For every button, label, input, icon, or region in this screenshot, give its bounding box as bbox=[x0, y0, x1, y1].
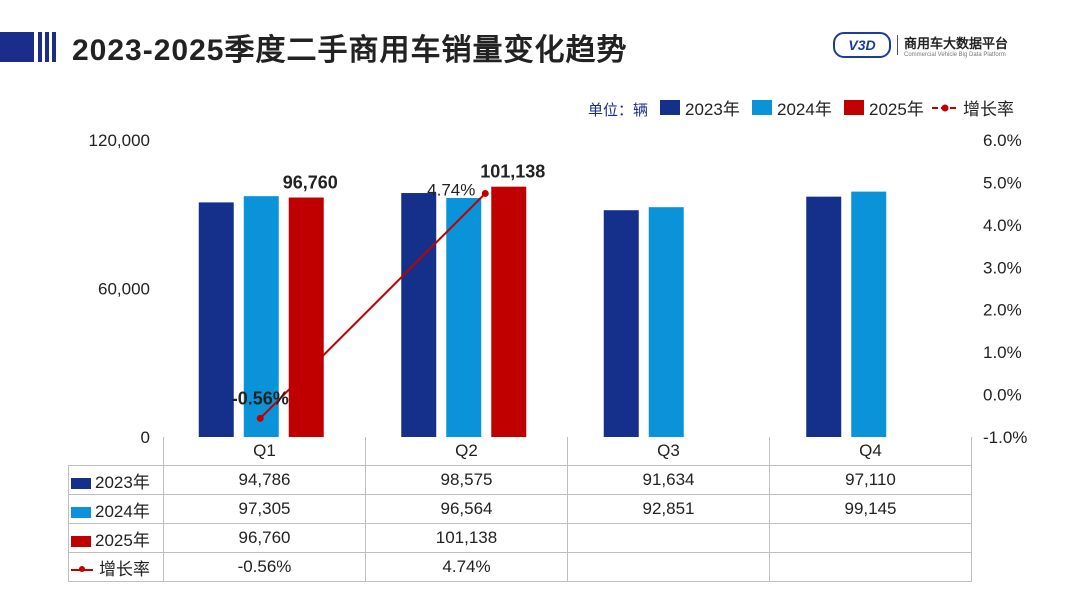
right-axis-tick-label: 5.0% bbox=[983, 173, 1022, 192]
growth-point-q1 bbox=[256, 414, 264, 422]
logo-text: 商用车大数据平台 Commercial Vehicle Big Data Pla… bbox=[904, 33, 1008, 58]
logo-name-cn: 商用车大数据平台 bbox=[903, 35, 1008, 51]
title-accent-block bbox=[0, 32, 34, 62]
right-axis-tick-label: 2.0% bbox=[983, 301, 1022, 320]
table-cell: 97,305 bbox=[163, 494, 366, 524]
row-label-text: 2024年 bbox=[95, 501, 150, 521]
table-cell: 96,760 bbox=[163, 523, 366, 553]
page-title: 2023-2025季度二手商用车销量变化趋势 bbox=[72, 34, 628, 67]
left-axis-tick-label: 120,000 bbox=[89, 131, 150, 150]
table-cell: 94,786 bbox=[163, 465, 366, 495]
table-header-cell: Q1 bbox=[163, 437, 366, 466]
table-cell: 99,145 bbox=[769, 494, 972, 524]
bar-2024-q2 bbox=[446, 198, 482, 437]
table-row: 2024年 97,305 96,564 92,851 99,145 bbox=[68, 494, 972, 524]
legend-swatch-2023 bbox=[660, 100, 680, 115]
bar-2023-q3 bbox=[603, 210, 639, 437]
growth-point-q2 bbox=[481, 189, 489, 197]
bar-value-label: 96,760 bbox=[283, 173, 338, 193]
table-cell: 97,110 bbox=[769, 465, 972, 495]
table-row-label: 增长率 bbox=[68, 552, 164, 582]
logo-mark: V3D bbox=[832, 32, 891, 58]
table-cell bbox=[567, 523, 770, 553]
growth-rate-line bbox=[259, 192, 486, 420]
table-cell bbox=[769, 552, 972, 582]
table-row: 2025年 96,760 101,138 bbox=[68, 523, 972, 553]
table-row-label: 2023年 bbox=[68, 465, 164, 495]
right-axis-tick-label: 3.0% bbox=[983, 258, 1022, 277]
table-row-label: 2025年 bbox=[68, 523, 164, 553]
swatch-2025 bbox=[71, 535, 91, 547]
growth-label-q2: 4.74% bbox=[427, 180, 475, 199]
right-axis-tick-label: 4.0% bbox=[983, 216, 1022, 235]
bar-2024-q3 bbox=[648, 207, 684, 437]
table-cell: 92,851 bbox=[567, 494, 770, 524]
table-corner bbox=[68, 437, 164, 466]
brand-logo: V3D 商用车大数据平台 Commercial Vehicle Big Data… bbox=[832, 32, 1008, 58]
unit-label: 单位：辆 bbox=[588, 102, 648, 119]
bar-2023-q4 bbox=[806, 196, 842, 437]
table-cell: 101,138 bbox=[365, 523, 568, 553]
swatch-growth-line bbox=[71, 566, 93, 573]
legend-label: 增长率 bbox=[963, 100, 1014, 119]
bar-2023-q2 bbox=[401, 193, 437, 437]
bar-2024-q1 bbox=[243, 196, 279, 437]
growth-label-q1: -0.56% bbox=[232, 388, 289, 408]
title-bar: 2023-2025季度二手商用车销量变化趋势 bbox=[0, 22, 627, 72]
legend-label: 2024年 bbox=[777, 100, 832, 119]
table-cell: 4.74% bbox=[365, 552, 568, 582]
right-axis-tick-label: 6.0% bbox=[983, 131, 1022, 150]
logo-name-en: Commercial Vehicle Big Data Platform bbox=[903, 51, 1006, 58]
row-label-text: 增长率 bbox=[99, 559, 150, 579]
table-cell: 96,564 bbox=[365, 494, 568, 524]
bar-2025-q2 bbox=[491, 186, 527, 437]
table-cell: -0.56% bbox=[163, 552, 366, 582]
row-label-text: 2023年 bbox=[95, 472, 150, 492]
title-stripes bbox=[38, 32, 56, 62]
swatch-2024 bbox=[71, 506, 91, 518]
right-axis-tick-label: 0.0% bbox=[983, 386, 1022, 405]
legend-growth-marker bbox=[941, 104, 949, 112]
right-axis-tick-label: -1.0% bbox=[983, 428, 1027, 447]
table-cell bbox=[567, 552, 770, 582]
legend-swatch-2025 bbox=[844, 100, 864, 115]
table-cell bbox=[769, 523, 972, 553]
swatch-2023 bbox=[71, 477, 91, 489]
bar-2025-q1 bbox=[288, 197, 324, 437]
table-row-label: 2024年 bbox=[68, 494, 164, 524]
table-header-row: Q1 Q2 Q3 Q4 bbox=[68, 437, 972, 466]
table-cell: 98,575 bbox=[365, 465, 568, 495]
table-row: 2023年 94,786 98,575 91,634 97,110 bbox=[68, 465, 972, 495]
data-table: Q1 Q2 Q3 Q4 2023年 94,786 98,575 91,634 9… bbox=[68, 437, 972, 582]
row-label-text: 2025年 bbox=[95, 530, 150, 550]
table-header-cell: Q3 bbox=[567, 437, 770, 466]
right-axis-tick-label: 1.0% bbox=[983, 343, 1022, 362]
bar-value-label: 101,138 bbox=[480, 162, 545, 182]
legend-label: 2025年 bbox=[869, 100, 924, 119]
logo-separator bbox=[896, 35, 898, 55]
bar-2024-q4 bbox=[851, 191, 887, 437]
table-cell: 91,634 bbox=[567, 465, 770, 495]
table-header-cell: Q4 bbox=[769, 437, 972, 466]
left-axis-tick-label: 60,000 bbox=[98, 280, 150, 299]
table-header-cell: Q2 bbox=[365, 437, 568, 466]
bar-2023-q1 bbox=[198, 202, 234, 437]
legend-label: 2023年 bbox=[685, 100, 740, 119]
legend-swatch-2024 bbox=[752, 100, 772, 115]
table-row: 增长率 -0.56% 4.74% bbox=[68, 552, 972, 582]
